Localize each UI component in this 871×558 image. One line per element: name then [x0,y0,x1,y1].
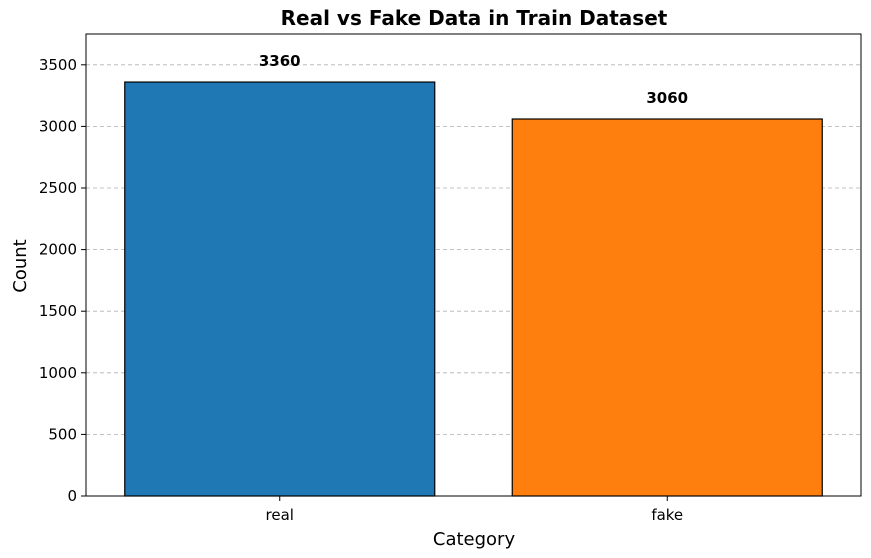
bar-fake [511,118,823,497]
bar-real [124,81,436,497]
y-tick-label: 2000 [39,241,77,259]
y-tick-label: 3500 [39,56,77,74]
x-axis-label: Category [433,529,516,550]
data-labels: 3360 3060 [259,52,688,107]
y-tick-label: 1500 [39,302,77,320]
x-tick-label-real: real [266,506,294,524]
x-axis-ticks: real fake [266,496,683,524]
data-label-fake: 3060 [646,89,688,107]
y-tick-label: 500 [48,425,77,443]
chart-title: Real vs Fake Data in Train Dataset [281,6,668,30]
y-axis-label: Count [10,239,31,292]
bars [124,81,823,497]
x-tick-label-fake: fake [651,506,683,524]
y-axis-ticks: 0 500 1000 1500 2000 2500 3000 3500 [39,56,86,505]
data-label-real: 3360 [259,52,301,70]
y-tick-label: 0 [67,487,77,505]
plot-frame [85,33,862,497]
y-tick-label: 1000 [39,364,77,382]
y-tick-label: 3000 [39,117,77,135]
y-tick-label: 2500 [39,179,77,197]
